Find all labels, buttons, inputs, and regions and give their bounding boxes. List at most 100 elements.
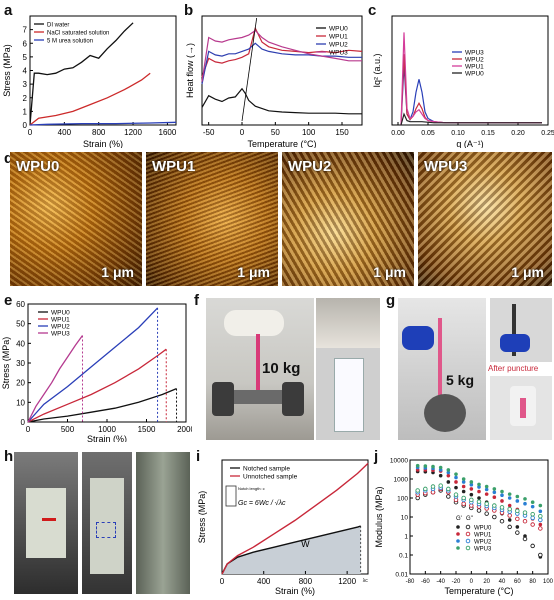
plot-frame xyxy=(409,459,549,575)
data-point-gprime xyxy=(477,489,481,494)
panel-label-f: f xyxy=(194,292,199,309)
x-tick-label: 0.00 xyxy=(391,130,405,137)
photo-puncture-after xyxy=(490,376,552,440)
data-point-gdoubleprime xyxy=(499,505,505,510)
series-line xyxy=(201,87,362,115)
data-point-gdoubleprime xyxy=(476,508,482,513)
data-point-gprime xyxy=(515,525,520,529)
dumbbell-bar xyxy=(218,390,302,404)
data-point-gprime xyxy=(477,482,481,487)
afm-texture xyxy=(10,152,142,286)
data-point-gdoubleprime xyxy=(446,486,451,492)
legend-label: WPU2 xyxy=(51,324,70,331)
data-point-gdoubleprime xyxy=(530,522,535,527)
x-tick-label: 100 xyxy=(302,128,316,137)
photo-notched-sample-2 xyxy=(82,452,132,594)
x-tick-label: 1500 xyxy=(138,425,156,434)
legend-marker-gdoubleprime xyxy=(465,538,471,544)
tick-label-lc: λc xyxy=(363,578,369,584)
data-point-gdoubleprime xyxy=(530,543,535,549)
legend-marker-gprime xyxy=(456,525,460,529)
x-tick-label: 1600 xyxy=(159,128,177,137)
series-line xyxy=(400,112,542,126)
x-axis-label: Temperature (°C) xyxy=(247,139,316,148)
sample-film xyxy=(26,488,66,558)
scale-bar-label: 1 μm xyxy=(237,264,270,280)
sample-strip xyxy=(256,334,260,392)
data-point-gdoubleprime xyxy=(538,526,543,531)
data-point-gprime xyxy=(507,496,512,500)
data-point-gprime xyxy=(515,499,520,503)
x-tick-label: 150 xyxy=(335,128,349,137)
y-tick-label: 0 xyxy=(21,418,26,427)
x-tick-label: 80 xyxy=(529,579,536,585)
panel-label-i: i xyxy=(196,448,201,465)
chart-j: -80 -60 -40 -20 0 20 40 60 80 100 0.01 0.1 1 10 100 100… xyxy=(374,458,554,597)
y-axis-label: Stress (MPa) xyxy=(2,44,12,97)
scale-bar-label: 1 μm xyxy=(373,264,406,280)
data-point-gdoubleprime xyxy=(530,515,535,521)
x-tick-label: 0.20 xyxy=(511,130,525,137)
data-point-gprime xyxy=(454,480,458,484)
data-point-gprime xyxy=(477,485,481,489)
zoom-box xyxy=(96,522,116,538)
photo-puncture-before xyxy=(490,298,552,362)
y-axis-label: Stress (MPa) xyxy=(197,491,207,544)
series-line xyxy=(27,387,177,423)
data-point-gprime xyxy=(415,463,420,468)
data-point-gdoubleprime xyxy=(515,530,520,535)
data-point-gprime xyxy=(446,473,451,478)
x-tick-label: 400 xyxy=(257,577,271,586)
data-point-gprime xyxy=(446,468,451,472)
series-line xyxy=(221,462,369,575)
legend-label: WPU0 xyxy=(329,26,348,33)
y-tick-label: 60 xyxy=(16,300,25,309)
panel-label-g: g xyxy=(386,292,396,309)
series-line xyxy=(29,72,151,126)
y-tick-label: 4 xyxy=(23,67,28,76)
x-tick-label: 1200 xyxy=(124,128,142,137)
x-tick-label: 800 xyxy=(299,577,313,586)
y-tick-label: 20 xyxy=(16,379,25,388)
data-point-gprime xyxy=(438,465,443,470)
legend-label: Notched sample xyxy=(243,466,290,473)
legend-label: WPU2 xyxy=(465,57,484,64)
y-tick-label: 1 xyxy=(23,107,28,116)
x-tick-label: 0.25 xyxy=(541,130,554,137)
x-tick-label: -40 xyxy=(436,579,445,585)
afm-image-wpu3: WPU3 1 μm xyxy=(418,152,552,286)
y-tick-label: 30 xyxy=(16,359,25,368)
x-tick-label: -80 xyxy=(406,579,415,585)
x-tick-label: 0 xyxy=(28,128,33,137)
data-point-gprime xyxy=(538,503,543,508)
x-axis-label: Temperature (°C) xyxy=(444,586,513,596)
data-point-gprime xyxy=(461,484,466,489)
data-point-gprime xyxy=(515,494,520,499)
afm-texture xyxy=(146,152,278,286)
series-line xyxy=(29,22,134,126)
data-point-gprime xyxy=(469,480,474,484)
data-point-gdoubleprime xyxy=(484,501,489,506)
legend-marker-gprime xyxy=(456,546,460,550)
data-point-gdoubleprime xyxy=(430,484,436,489)
data-point-gprime xyxy=(454,472,458,476)
y-axis-label: Heat flow (→) xyxy=(185,43,195,98)
panel-label-a: a xyxy=(4,2,13,19)
x-tick-label: 500 xyxy=(61,425,75,434)
scale-bar-label: 1 μm xyxy=(511,264,544,280)
data-point-gdoubleprime xyxy=(461,495,466,501)
panel-label-c: c xyxy=(368,2,377,19)
data-point-gprime xyxy=(461,489,466,494)
data-point-gdoubleprime xyxy=(538,552,543,558)
gloved-hand xyxy=(402,326,434,350)
x-axis-label: Strain (%) xyxy=(83,139,123,148)
series-line xyxy=(29,121,177,126)
x-tick-label: 400 xyxy=(58,128,72,137)
afm-label-wpu0: WPU0 xyxy=(16,158,60,175)
data-point-gdoubleprime xyxy=(453,492,459,497)
dumbbell-plate xyxy=(212,382,234,416)
data-point-gdoubleprime xyxy=(438,483,443,488)
annotation-notch: Notch length: c xyxy=(238,486,265,491)
series-line xyxy=(400,32,542,126)
